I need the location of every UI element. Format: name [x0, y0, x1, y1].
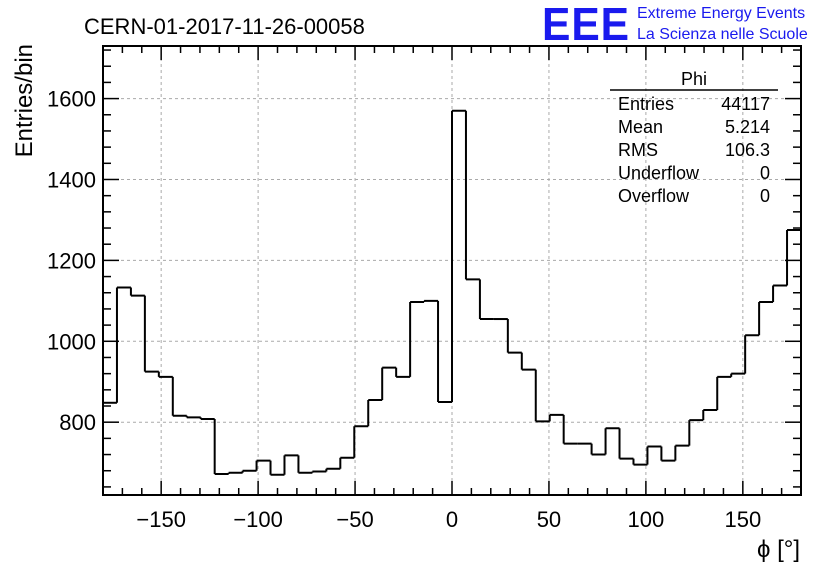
- stats-label: Mean: [618, 117, 663, 137]
- x-tick-label: 50: [537, 507, 561, 532]
- histogram-bin: [171, 376, 187, 417]
- stats-label: Overflow: [618, 186, 690, 206]
- stats-value: 44117: [721, 94, 770, 114]
- histogram-bin: [702, 409, 718, 421]
- stats-value: 106.3: [725, 140, 770, 160]
- histogram-bin: [506, 319, 522, 354]
- histogram-bin: [269, 460, 285, 476]
- histogram-bin: [646, 445, 662, 465]
- stats-label: Underflow: [618, 163, 700, 183]
- x-tick-label: 0: [446, 507, 458, 532]
- stats-value: 5.214: [725, 117, 770, 137]
- histogram-bin: [772, 284, 788, 303]
- histogram-bin: [730, 372, 746, 377]
- run-title: CERN-01-2017-11-26-00058: [84, 14, 365, 39]
- histogram-bin: [381, 366, 397, 400]
- histogram-bin: [185, 415, 201, 419]
- histogram-bin: [437, 300, 452, 403]
- stats-name: Phi: [681, 69, 707, 89]
- x-tick-label: −150: [136, 507, 186, 532]
- histogram-bin: [157, 371, 173, 378]
- histogram-bin: [283, 454, 299, 475]
- histogram-bin: [451, 109, 466, 402]
- eee-logo: EEE: [542, 0, 630, 50]
- histogram-bin: [227, 471, 243, 474]
- y-axis-label: Entries/bin: [11, 44, 38, 157]
- y-tick-label: 1200: [47, 248, 96, 273]
- histogram-bin: [395, 367, 411, 378]
- histogram-bin: [143, 295, 159, 373]
- stats-label: Entries: [618, 94, 674, 114]
- stats-value: 0: [760, 186, 770, 206]
- x-tick-label: 150: [724, 507, 761, 532]
- histogram-bin: [115, 286, 131, 403]
- histogram-bin: [297, 455, 313, 474]
- histogram-bin: [618, 428, 634, 460]
- x-tick-label: 100: [628, 507, 665, 532]
- histogram-bin: [255, 459, 271, 471]
- histogram-bin: [339, 456, 355, 469]
- y-tick-label: 800: [59, 410, 96, 435]
- histogram-bin: [590, 443, 606, 456]
- histogram-bin: [353, 425, 369, 458]
- histogram-bin: [129, 287, 145, 297]
- y-tick-label: 1000: [47, 329, 96, 354]
- histogram-bin: [199, 417, 215, 420]
- logo-subtitle-line2: La Scienza nelle Scuole: [637, 26, 808, 43]
- histogram-bin: [311, 470, 327, 473]
- stats-value: 0: [760, 163, 770, 183]
- histogram-bin: [548, 413, 564, 422]
- histogram-bin: [758, 301, 774, 336]
- histogram-bin: [213, 418, 229, 475]
- histogram-bin: [423, 299, 439, 303]
- histogram-bin: [744, 334, 760, 374]
- logo-subtitle-line1: Extreme Energy Events: [637, 5, 805, 22]
- y-tick-labels: 800 1000 1200 1400 1600: [47, 87, 96, 436]
- axis-ticks: [102, 46, 802, 495]
- stats-label: RMS: [618, 140, 658, 160]
- histogram-bin: [478, 279, 494, 321]
- x-tick-label: −50: [336, 507, 373, 532]
- x-axis-label: ϕ [°]: [757, 536, 800, 563]
- histogram-bin: [674, 444, 690, 461]
- histogram-bars: [103, 109, 801, 476]
- histogram-bin: [604, 427, 620, 455]
- y-tick-label: 1400: [47, 167, 96, 192]
- histogram-bin: [534, 369, 550, 423]
- x-tick-label: −100: [233, 507, 283, 532]
- histogram-bin: [562, 414, 578, 445]
- histogram-bin: [367, 398, 383, 427]
- histogram-bin: [409, 301, 425, 377]
- histogram-bin: [786, 229, 801, 286]
- histogram-bin: [520, 352, 536, 371]
- histogram-bin: [716, 375, 732, 411]
- histogram-bin: [464, 110, 480, 281]
- histogram-bin: [325, 467, 341, 472]
- y-tick-label: 1600: [47, 87, 96, 112]
- x-tick-labels: −150 −100 −50 0 50 100 150: [136, 507, 761, 532]
- histogram-bin: [688, 419, 704, 446]
- histogram-bin: [660, 446, 676, 462]
- stats-box: Phi Entries 44117 Mean 5.214 RMS 106.3 Underfl…: [610, 69, 778, 206]
- histogram-bin: [241, 469, 257, 473]
- histogram-bin: [632, 458, 648, 466]
